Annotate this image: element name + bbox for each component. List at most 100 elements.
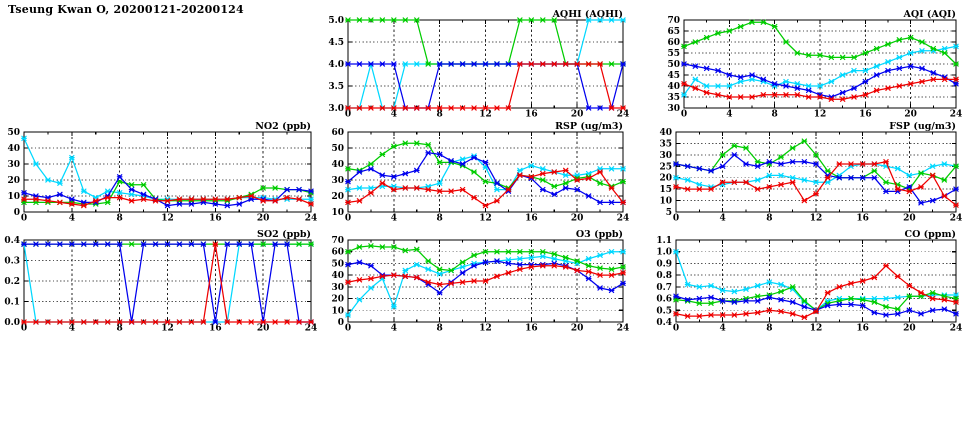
- series-marker: [731, 179, 738, 185]
- x-tick-label: 8: [437, 110, 443, 120]
- series-marker: [620, 166, 626, 172]
- x-tick-label: 24: [617, 110, 630, 120]
- series-marker: [848, 175, 854, 181]
- series-marker: [885, 85, 891, 91]
- series-marker: [562, 167, 569, 174]
- series-marker: [368, 161, 374, 167]
- series-marker: [356, 185, 363, 191]
- series-marker: [236, 194, 243, 201]
- series-marker: [345, 178, 351, 185]
- series-marker: [236, 201, 243, 207]
- series-marker: [356, 277, 363, 283]
- series-marker: [390, 186, 397, 193]
- series-marker: [608, 287, 615, 294]
- series-marker: [708, 300, 714, 306]
- series-marker: [597, 265, 603, 271]
- series-marker: [941, 193, 948, 199]
- series-marker: [743, 145, 749, 151]
- series-marker: [608, 166, 615, 172]
- series-marker: [56, 241, 63, 247]
- series-marker: [749, 19, 755, 25]
- x-tick-label: 0: [345, 214, 351, 224]
- x-tick-label: 20: [571, 110, 584, 120]
- series-marker: [212, 241, 219, 247]
- series-marker: [789, 284, 796, 290]
- series-marker: [482, 105, 489, 111]
- panel-title-co: CO (ppm): [905, 229, 956, 240]
- series-marker: [494, 198, 500, 204]
- series-marker: [92, 241, 99, 247]
- panel-title-aqi: AQI (AQI): [903, 9, 956, 20]
- y-tick-label: 5.0: [328, 16, 344, 26]
- series-marker: [188, 319, 195, 325]
- series-marker: [128, 319, 135, 325]
- series-marker: [562, 185, 569, 191]
- series-marker: [851, 67, 857, 74]
- series-marker: [459, 259, 466, 265]
- series-marker: [848, 295, 854, 302]
- series-marker: [737, 74, 744, 80]
- series-marker: [813, 161, 819, 167]
- series-marker: [836, 175, 843, 181]
- series-marker: [813, 191, 819, 197]
- series-marker: [873, 72, 880, 78]
- series-marker: [719, 287, 726, 294]
- series-marker: [749, 72, 755, 78]
- series-marker: [482, 159, 489, 166]
- x-tick-label: 24: [950, 324, 963, 334]
- series-marker: [308, 201, 314, 207]
- series-marker: [248, 319, 255, 325]
- series-marker: [801, 314, 808, 321]
- y-tick-label: 45: [667, 71, 680, 81]
- series-marker: [673, 184, 679, 190]
- series-marker: [516, 256, 523, 262]
- series-marker: [140, 241, 147, 247]
- series-marker: [794, 50, 801, 56]
- y-tick-label: 20: [7, 176, 20, 186]
- series-marker: [260, 319, 267, 325]
- series-marker: [528, 61, 535, 67]
- series-marker: [836, 284, 843, 290]
- series-marker: [719, 152, 726, 158]
- series-marker: [673, 161, 679, 167]
- series-marker: [379, 105, 386, 111]
- series-marker: [436, 180, 443, 186]
- series-marker: [471, 194, 477, 201]
- series-marker: [402, 185, 409, 191]
- series-marker: [402, 61, 409, 67]
- series-marker: [715, 30, 721, 36]
- series-marker: [896, 54, 903, 61]
- y-tick-label: 15: [659, 185, 672, 195]
- series-marker: [726, 94, 733, 100]
- series-marker: [471, 263, 477, 269]
- series-marker: [236, 319, 243, 325]
- series-marker: [929, 290, 936, 296]
- series-marker: [390, 272, 397, 278]
- series-marker: [68, 241, 75, 247]
- series-marker: [471, 169, 477, 175]
- series-marker: [152, 198, 159, 204]
- x-tick-label: 16: [209, 214, 222, 224]
- series-marker: [597, 105, 603, 111]
- series-marker: [828, 54, 835, 61]
- series-marker: [448, 61, 455, 67]
- series-marker: [608, 61, 615, 67]
- series-marker: [425, 61, 432, 67]
- series-marker: [68, 196, 75, 202]
- series-marker: [494, 61, 500, 67]
- series-marker: [379, 244, 386, 250]
- series-marker: [719, 312, 726, 318]
- series-marker: [116, 319, 123, 325]
- x-tick-label: 4: [720, 324, 726, 334]
- series-marker: [919, 65, 925, 72]
- series-marker: [21, 190, 27, 196]
- series-marker: [33, 161, 39, 167]
- series-marker: [620, 249, 626, 255]
- series-marker: [368, 243, 374, 249]
- series-marker: [743, 179, 749, 185]
- series-marker: [260, 241, 267, 247]
- x-tick-label: 12: [479, 214, 492, 224]
- series-marker: [516, 17, 523, 23]
- series-marker: [284, 186, 290, 193]
- series-marker: [516, 61, 523, 67]
